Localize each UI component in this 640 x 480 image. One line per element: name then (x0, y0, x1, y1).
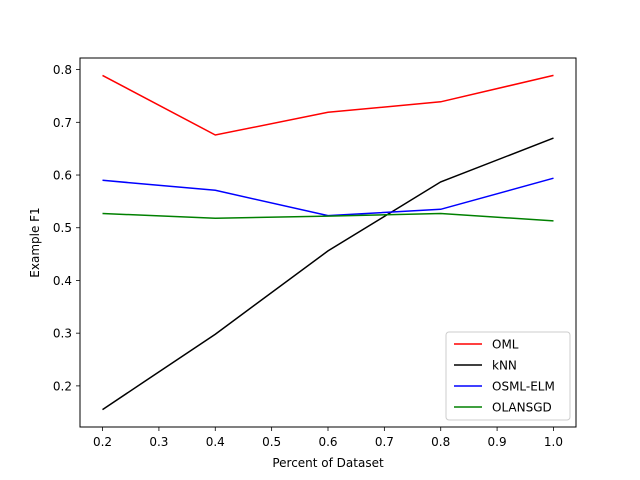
legend-label-olansgd: OLANSGD (492, 401, 552, 415)
x-tick-label: 0.2 (93, 435, 112, 449)
x-tick-label: 0.3 (149, 435, 168, 449)
y-tick-label: 0.6 (53, 169, 72, 183)
x-tick-label: 0.9 (488, 435, 507, 449)
x-tick-label: 1.0 (544, 435, 563, 449)
series-line-knn (102, 137, 554, 411)
legend-label-knn: kNN (492, 359, 517, 373)
series-line-oml (102, 74, 554, 136)
y-tick-label: 0.8 (53, 63, 72, 77)
legend-label-osml-elm: OSML-ELM (492, 380, 555, 394)
series-line-olansgd (102, 212, 554, 222)
legend-box (445, 331, 571, 421)
x-axis: 0.2 0.3 0.4 0.5 0.6 0.7 0.8 0.9 1.0 (93, 427, 563, 449)
series-layer (102, 74, 554, 411)
x-tick-label: 0.8 (431, 435, 450, 449)
y-tick-label: 0.5 (53, 221, 72, 235)
x-axis-label: Percent of Dataset (272, 456, 384, 470)
y-tick-label: 0.7 (53, 116, 72, 130)
y-tick-label: 0.4 (53, 274, 72, 288)
legend: OML kNN OSML-ELM OLANSGD (445, 331, 571, 421)
y-axis-label: Example F1 (28, 207, 42, 277)
y-tick-label: 0.3 (53, 327, 72, 341)
x-tick-label: 0.7 (375, 435, 394, 449)
x-tick-label: 0.6 (318, 435, 337, 449)
y-axis: 0.2 0.3 0.4 0.5 0.6 0.7 0.8 (53, 63, 80, 393)
x-tick-label: 0.4 (206, 435, 225, 449)
x-tick-label: 0.5 (262, 435, 281, 449)
y-tick-label: 0.2 (53, 379, 72, 393)
legend-label-oml: OML (492, 338, 519, 352)
